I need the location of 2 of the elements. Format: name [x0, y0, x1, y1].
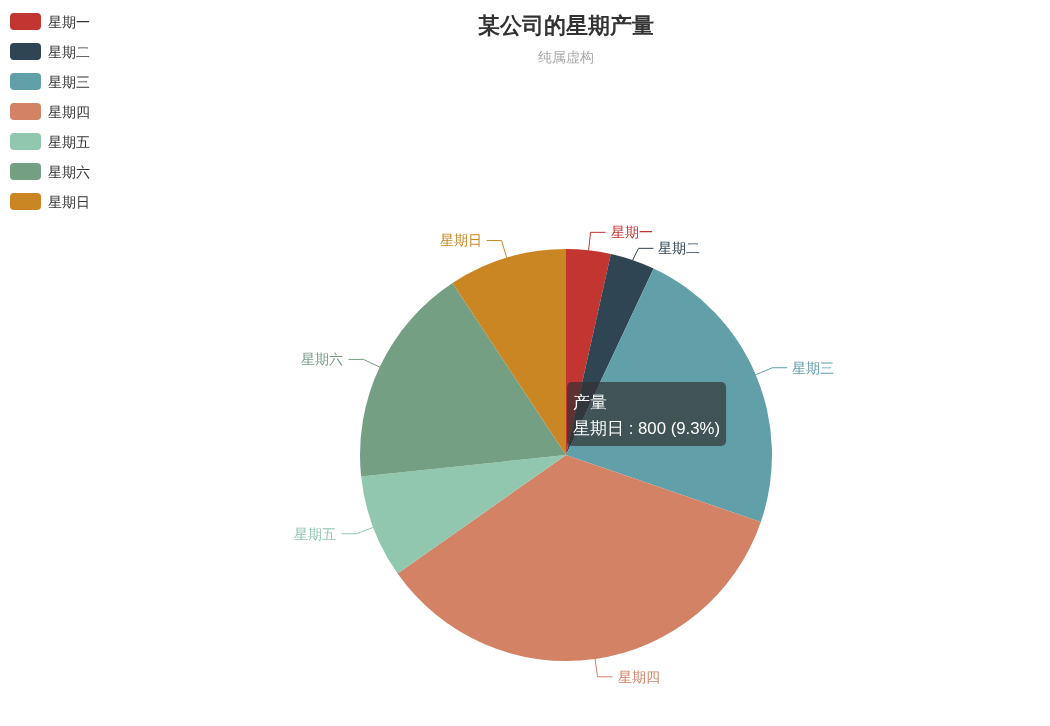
subtitle: 纯属虚构 — [538, 49, 594, 65]
title: 某公司的星期产量 — [478, 12, 654, 38]
